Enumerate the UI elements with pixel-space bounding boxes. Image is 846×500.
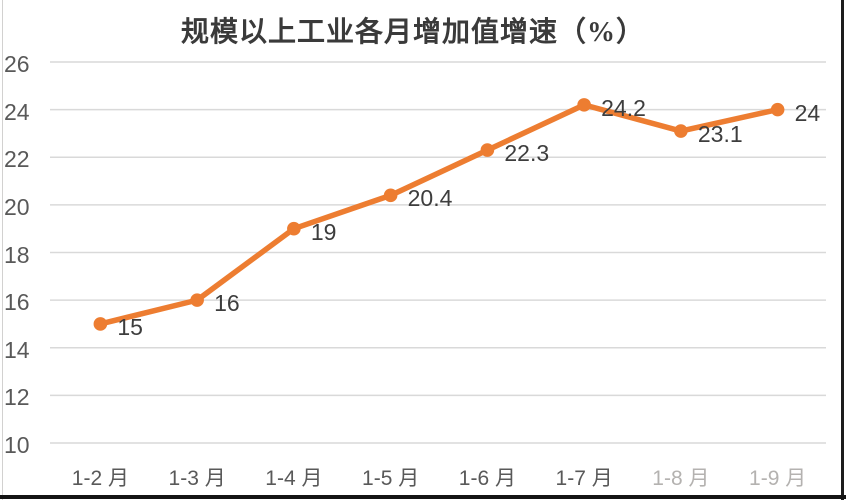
data-point-label: 20.4 (407, 185, 453, 212)
x-axis-tick-label: 1-6 月 (458, 467, 516, 490)
y-axis-tick-label: 18 (4, 241, 30, 268)
data-point-marker (577, 98, 591, 112)
y-axis-tick-label: 20 (4, 193, 30, 220)
x-axis-tick-label: 1-5 月 (362, 467, 420, 490)
data-point-marker (383, 188, 398, 203)
y-axis-tick-label: 14 (4, 336, 30, 363)
x-axis-tick-label: 1-2 月 (71, 467, 129, 490)
x-axis-tick-label: 1-9 月 (749, 467, 807, 490)
x-axis-tick-label: 1-4 月 (265, 467, 323, 490)
y-axis-tick-label: 26 (4, 51, 30, 77)
data-point-label: 24 (794, 99, 821, 126)
x-axis-tick-label: 1-3 月 (168, 467, 226, 490)
data-point-label: 19 (310, 218, 337, 245)
data-point-marker (190, 293, 204, 307)
y-axis-tick-label: 16 (4, 289, 30, 316)
data-point-label: 23.1 (697, 121, 743, 148)
y-axis-tick-label: 24 (4, 98, 30, 125)
data-point-label: 16 (214, 290, 240, 317)
data-point-marker (770, 102, 785, 117)
y-axis-tick-label: 22 (4, 146, 30, 173)
chart-title: 规模以上工业各月增加值增速（%） (180, 17, 645, 48)
y-axis-tick-label: 12 (4, 384, 30, 411)
window-border-right (841, 0, 844, 500)
data-point-marker (287, 221, 301, 236)
data-point-label: 22.3 (504, 140, 550, 167)
data-point-marker (480, 143, 495, 157)
data-point-label: 24.2 (601, 94, 646, 121)
x-axis-tick-label: 1-8 月 (652, 467, 710, 490)
window-border-bottom (0, 495, 846, 499)
left-edge-line (2, 0, 3, 500)
x-axis-tick-label: 1-7 月 (555, 467, 613, 490)
data-point-marker (674, 124, 688, 138)
series-line (97, 102, 781, 327)
y-axis-tick-label: 10 (4, 432, 30, 458)
data-point-marker (93, 317, 108, 331)
data-point-label: 15 (117, 313, 143, 340)
